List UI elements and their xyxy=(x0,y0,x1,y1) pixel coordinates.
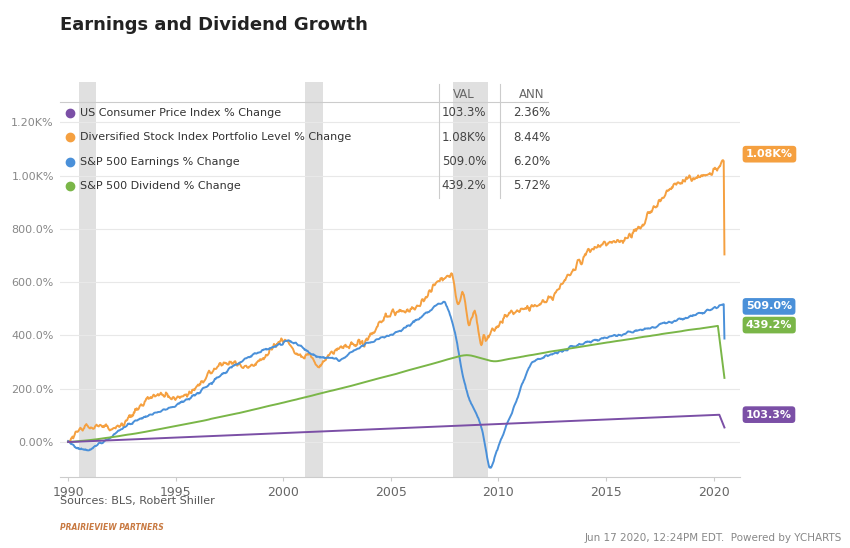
Text: 439.2%: 439.2% xyxy=(746,320,792,330)
Text: 509.0%: 509.0% xyxy=(746,301,792,311)
Bar xyxy=(453,82,488,477)
Text: S&P 500 Dividend % Change: S&P 500 Dividend % Change xyxy=(80,181,241,191)
Text: S&P 500 Earnings % Change: S&P 500 Earnings % Change xyxy=(80,157,240,167)
Text: VAL: VAL xyxy=(453,88,475,101)
Text: ANN: ANN xyxy=(519,88,545,101)
Text: 1.08K%: 1.08K% xyxy=(442,130,486,144)
Text: 439.2%: 439.2% xyxy=(442,179,486,192)
Text: 509.0%: 509.0% xyxy=(442,155,486,168)
Bar xyxy=(305,82,323,477)
Text: US Consumer Price Index % Change: US Consumer Price Index % Change xyxy=(80,107,281,118)
Text: 103.3%: 103.3% xyxy=(746,410,792,420)
Text: 103.3%: 103.3% xyxy=(442,106,486,119)
Text: Diversified Stock Index Portfolio Level % Change: Diversified Stock Index Portfolio Level … xyxy=(80,132,351,142)
Text: 5.72%: 5.72% xyxy=(513,179,551,192)
Text: 8.44%: 8.44% xyxy=(513,130,551,144)
Text: PRAIRIEVIEW PARTNERS: PRAIRIEVIEW PARTNERS xyxy=(60,523,163,532)
Bar xyxy=(79,82,96,477)
Text: Earnings and Dividend Growth: Earnings and Dividend Growth xyxy=(60,16,367,35)
Text: 2.36%: 2.36% xyxy=(513,106,551,119)
Text: 1.08K%: 1.08K% xyxy=(746,149,793,159)
Text: 6.20%: 6.20% xyxy=(513,155,551,168)
Text: Jun 17 2020, 12:24PM EDT.  Powered by YCHARTS: Jun 17 2020, 12:24PM EDT. Powered by YCH… xyxy=(584,533,842,543)
Text: Sources: BLS, Robert Shiller: Sources: BLS, Robert Shiller xyxy=(60,496,214,506)
